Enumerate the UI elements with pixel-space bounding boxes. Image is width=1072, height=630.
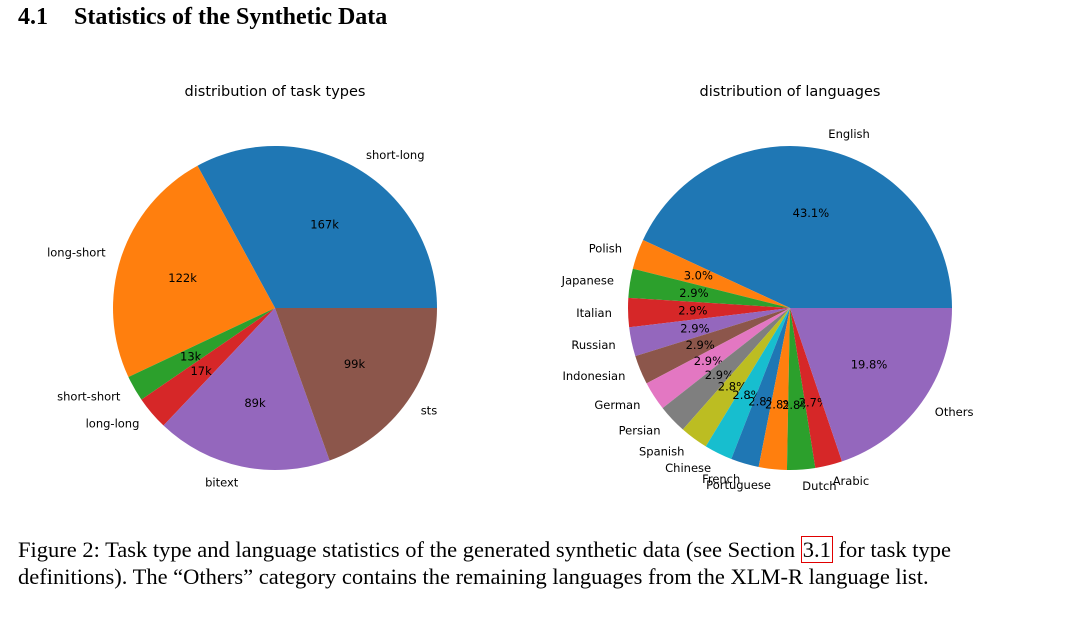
- pie-charts: distribution of task types 167k short-lon…: [47, 84, 974, 493]
- languages-category-label-indonesian: Indonesian: [562, 369, 625, 383]
- task-types-value-label-long-short: 122k: [168, 271, 197, 285]
- languages-category-label-others: Others: [935, 405, 974, 419]
- task-types-category-label-short-short: short-short: [57, 390, 121, 404]
- languages-slice-dutch: [786, 308, 816, 470]
- languages-value-label-italian: 2.9%: [678, 304, 707, 318]
- task-types-value-label-short-long: 167k: [310, 217, 339, 231]
- languages-slice-arabic: [790, 308, 842, 469]
- task-types-chart-title: distribution of task types: [185, 84, 366, 100]
- languages-category-label-chinese: Chinese: [665, 461, 711, 475]
- languages-value-label-persian: 2.9%: [705, 368, 734, 382]
- task-types-category-label-long-long: long-long: [86, 417, 140, 431]
- languages-value-label-portuguese: 2.8%: [765, 398, 794, 412]
- languages-value-label-french: 2.8%: [748, 394, 777, 408]
- task-types-value-label-long-long: 17k: [190, 364, 212, 378]
- languages-value-label-indonesian: 2.9%: [686, 338, 715, 352]
- section-number: 4.1: [18, 4, 48, 30]
- languages-category-label-polish: Polish: [589, 242, 622, 256]
- languages-category-label-persian: Persian: [619, 423, 661, 437]
- task-types-slice-short-short: [128, 308, 275, 400]
- task-types-slice-bitext: [163, 308, 330, 470]
- languages-value-label-german: 2.9%: [694, 354, 723, 368]
- task-types-slice-long-long: [141, 308, 275, 426]
- figure-caption: Figure 2: Task type and language statist…: [18, 536, 1054, 590]
- languages-value-label-russian: 2.9%: [680, 321, 709, 335]
- languages-category-label-portuguese: Portuguese: [706, 478, 771, 492]
- languages-value-label-dutch: 2.8%: [782, 398, 811, 412]
- languages-category-label-italian: Italian: [576, 306, 612, 320]
- languages-pie-chart: distribution of languages 43.1% English 3.…: [561, 84, 974, 493]
- task-types-slice-sts: [275, 308, 437, 461]
- section-reference-link[interactable]: 3.1: [800, 536, 833, 563]
- caption-text-start: Figure 2: Task type and language statist…: [18, 537, 801, 562]
- languages-slice-german: [646, 308, 790, 409]
- languages-slice-persian: [662, 308, 790, 430]
- task-types-slice-short-long: [197, 145, 437, 308]
- languages-chart-title: distribution of languages: [700, 84, 881, 100]
- languages-category-label-japanese: Japanese: [561, 274, 614, 288]
- task-types-category-label-short-long: short-long: [366, 148, 425, 162]
- languages-category-label-english: English: [828, 127, 870, 141]
- languages-value-label-polish: 3.0%: [684, 269, 713, 283]
- languages-slice-indonesian: [635, 308, 790, 384]
- task-types-value-label-sts: 99k: [344, 357, 366, 371]
- languages-value-label-spanish: 2.8%: [718, 379, 747, 393]
- languages-slice-others: [790, 308, 952, 462]
- languages-category-label-russian: Russian: [571, 338, 615, 352]
- languages-category-label-german: German: [594, 398, 640, 412]
- section-title: Statistics of the Synthetic Data: [74, 4, 388, 30]
- languages-slice-italian: [627, 297, 790, 328]
- task-types-category-label-sts: sts: [421, 404, 438, 418]
- languages-category-label-dutch: Dutch: [802, 479, 836, 493]
- task-types-category-label-bitext: bitext: [205, 475, 239, 489]
- languages-value-label-others: 19.8%: [851, 358, 888, 372]
- task-types-value-label-short-short: 13k: [180, 349, 202, 363]
- languages-category-label-french: French: [702, 472, 740, 486]
- languages-slice-russian: [629, 308, 790, 357]
- languages-slice-portuguese: [758, 308, 790, 470]
- languages-slice-japanese: [628, 268, 790, 308]
- caption-text-end: for task type definitions). The “Others”…: [18, 537, 951, 589]
- task-types-value-label-bitext: 89k: [244, 396, 266, 410]
- languages-value-label-english: 43.1%: [793, 206, 830, 220]
- languages-slice-chinese: [705, 308, 790, 459]
- languages-category-label-arabic: Arabic: [833, 474, 869, 488]
- languages-slice-french: [731, 308, 790, 467]
- languages-value-label-arabic: 2.7%: [799, 395, 828, 409]
- languages-slice-spanish: [682, 308, 790, 447]
- languages-value-label-chinese: 2.8%: [732, 388, 761, 402]
- languages-slice-polish: [632, 239, 790, 308]
- section-heading: 4.1 Statistics of the Synthetic Data: [18, 4, 387, 31]
- task-types-category-label-long-short: long-short: [47, 246, 106, 260]
- languages-slice-english: [642, 146, 952, 308]
- task-types-slice-long-short: [113, 165, 275, 377]
- task-types-pie-chart: distribution of task types 167k short-lon…: [47, 84, 437, 489]
- languages-category-label-spanish: Spanish: [639, 445, 684, 459]
- languages-value-label-japanese: 2.9%: [679, 286, 708, 300]
